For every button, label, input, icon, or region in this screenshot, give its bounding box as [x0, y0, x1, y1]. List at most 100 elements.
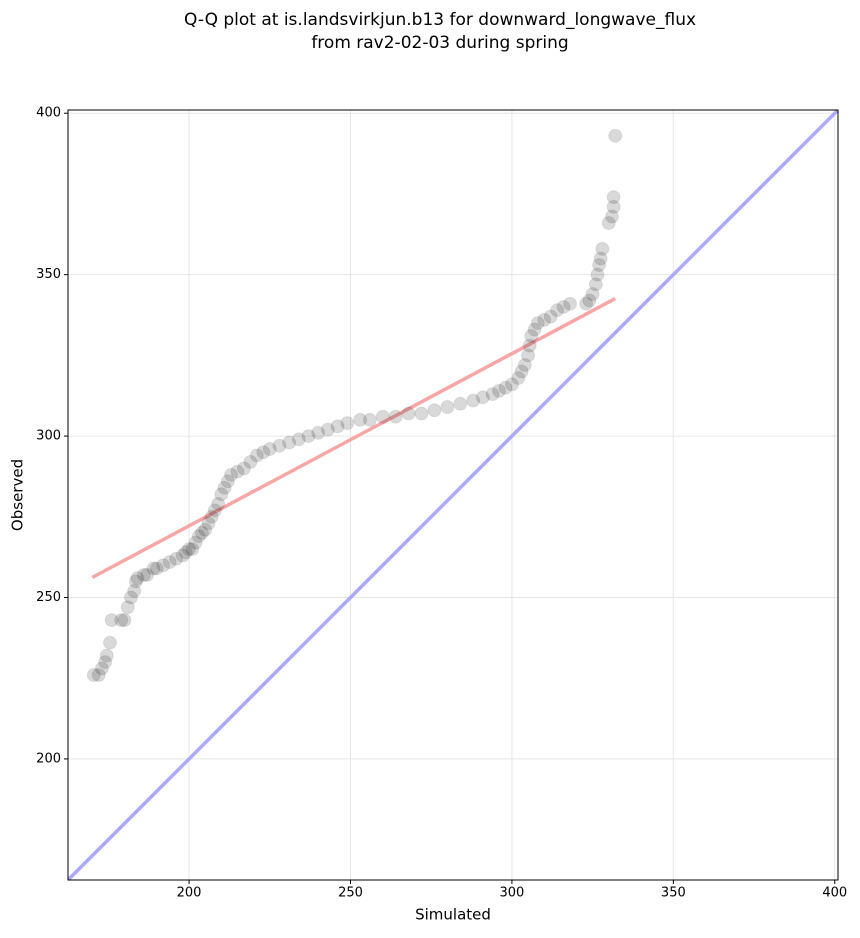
point — [230, 464, 245, 479]
chart-title: Q-Q plot at is.landsvirkjun.b13 for down… — [184, 10, 696, 30]
fit-line — [91, 297, 617, 580]
point — [606, 199, 621, 214]
point — [136, 567, 151, 582]
chart-subtitle: from rav2-02-03 during spring — [311, 33, 568, 53]
point — [511, 370, 526, 385]
point — [530, 316, 545, 331]
point — [563, 296, 578, 311]
point — [514, 364, 529, 379]
axes: 200 250 300 350 400 200 250 300 350 400 — [36, 106, 847, 901]
point — [120, 600, 135, 615]
point — [427, 403, 442, 418]
point — [527, 322, 542, 337]
point — [524, 328, 539, 343]
point — [146, 561, 161, 576]
reference-line — [68, 110, 838, 880]
point — [98, 655, 113, 670]
point — [388, 409, 403, 424]
point — [517, 358, 532, 373]
point — [543, 309, 558, 324]
point — [340, 416, 355, 431]
point — [149, 561, 164, 576]
plot-frame — [67, 109, 839, 881]
point — [220, 474, 235, 489]
point — [169, 551, 184, 566]
point — [588, 277, 603, 292]
point — [236, 461, 251, 476]
point — [330, 419, 345, 434]
point — [585, 287, 600, 302]
x-tick-label: 250 — [338, 886, 363, 901]
point — [243, 454, 258, 469]
point — [522, 338, 537, 353]
point — [492, 383, 507, 398]
point — [556, 299, 571, 314]
point — [353, 412, 368, 427]
point — [156, 558, 171, 573]
point — [191, 529, 206, 544]
point — [440, 400, 455, 415]
point — [301, 429, 316, 444]
point — [256, 445, 271, 460]
point — [592, 257, 607, 272]
point — [204, 509, 219, 524]
point — [590, 267, 605, 282]
point — [272, 438, 287, 453]
point — [194, 525, 209, 540]
point — [91, 667, 106, 682]
y-tick-label: 400 — [36, 106, 61, 121]
point — [537, 312, 552, 327]
point — [579, 296, 594, 311]
y-axis-label: Observed — [9, 459, 27, 531]
x-axis-label: Simulated — [415, 906, 491, 924]
point — [127, 584, 142, 599]
point — [128, 574, 143, 589]
point — [224, 467, 239, 482]
point — [117, 613, 132, 628]
point — [311, 425, 326, 440]
point — [498, 380, 513, 395]
point — [94, 661, 109, 676]
point — [608, 128, 623, 143]
point — [605, 209, 620, 224]
point — [198, 522, 213, 537]
point — [188, 535, 203, 550]
point — [550, 303, 565, 318]
point — [217, 480, 232, 495]
y-tick-label: 250 — [36, 590, 61, 605]
point — [362, 412, 377, 427]
point — [601, 215, 616, 230]
point — [282, 435, 297, 450]
point — [595, 241, 610, 256]
point — [104, 613, 119, 628]
point — [320, 422, 335, 437]
point — [99, 648, 114, 663]
point — [375, 409, 390, 424]
point — [140, 567, 155, 582]
point — [182, 542, 197, 557]
y-tick-label: 200 — [36, 751, 61, 766]
point — [475, 390, 490, 405]
point — [86, 667, 101, 682]
point — [185, 542, 200, 557]
point — [401, 406, 416, 421]
point — [123, 590, 138, 605]
point — [414, 406, 429, 421]
point — [178, 545, 193, 560]
point — [162, 554, 177, 569]
point — [249, 448, 264, 463]
x-tick-label: 300 — [500, 886, 525, 901]
grid — [68, 110, 838, 880]
point — [211, 496, 226, 511]
x-tick-label: 200 — [177, 886, 202, 901]
y-tick-label: 350 — [36, 267, 61, 282]
plot-area — [68, 110, 838, 880]
point — [130, 571, 145, 586]
point — [504, 377, 519, 392]
x-tick-label: 350 — [661, 886, 686, 901]
point — [201, 516, 216, 531]
point — [485, 387, 500, 402]
point — [114, 613, 129, 628]
point — [606, 190, 621, 205]
